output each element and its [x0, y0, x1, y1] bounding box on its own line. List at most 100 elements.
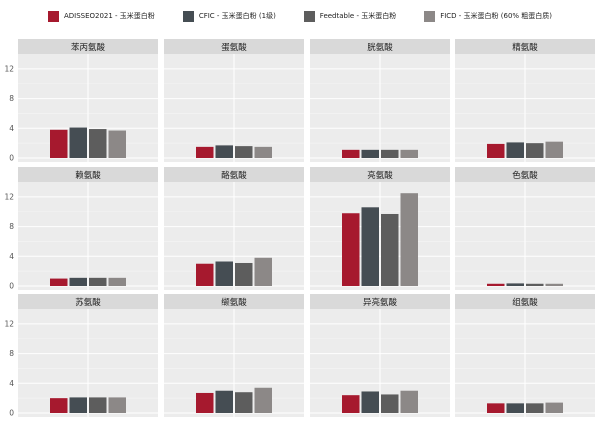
facet-strip — [164, 294, 304, 309]
facet-title: 缬氨酸 — [221, 297, 247, 308]
facet-panel: 苏氨酸 0 4 8 12 — [4, 294, 158, 418]
bar — [108, 277, 126, 286]
facet-strip — [455, 39, 595, 54]
bar — [50, 398, 68, 413]
facet-panel: 赖氨酸 0 4 8 12 — [4, 167, 158, 291]
facet-title: 组氨酸 — [512, 297, 538, 308]
bar — [196, 263, 214, 286]
legend-swatch — [303, 10, 315, 22]
bar — [69, 277, 87, 286]
bar — [69, 127, 87, 158]
bar — [69, 397, 87, 413]
bar — [400, 193, 418, 286]
y-tick-label: 8 — [9, 94, 14, 103]
bar — [487, 283, 505, 286]
y-tick-label: 0 — [9, 282, 14, 291]
bar — [196, 392, 214, 413]
facet-strip — [310, 294, 450, 309]
facet-panel: 酪氨酸 — [164, 167, 304, 290]
legend: ADISSEO2021 - 玉米蛋白粉 CFIC - 玉米蛋白粉 (1级) Feed… — [0, 0, 600, 32]
bar — [361, 207, 379, 286]
bar — [361, 391, 379, 413]
legend-swatch — [182, 10, 194, 22]
facet-strip — [455, 294, 595, 309]
legend-swatch — [424, 10, 436, 22]
bar — [506, 142, 524, 158]
bar — [545, 402, 563, 413]
bar — [254, 387, 272, 413]
facet-strip — [310, 39, 450, 54]
bar — [400, 149, 418, 158]
bar — [400, 390, 418, 413]
facet-strip — [455, 167, 595, 182]
bar — [381, 394, 399, 413]
bar — [215, 145, 233, 158]
bar — [526, 143, 544, 158]
bar — [545, 141, 563, 158]
bar — [487, 143, 505, 158]
facet-panel: 异亮氨酸 — [310, 294, 450, 417]
legend-label: ADISSEO2021 - 玉米蛋白粉 — [63, 12, 155, 20]
y-tick-label: 0 — [9, 409, 14, 418]
facet-title: 蛋氨酸 — [221, 42, 247, 53]
facet-title: 亮氨酸 — [367, 170, 393, 181]
facet-strip — [18, 167, 158, 182]
bar — [381, 213, 399, 286]
bar — [254, 146, 272, 158]
facet-panel: 蛋氨酸 — [164, 39, 304, 162]
y-tick-label: 12 — [4, 319, 14, 328]
y-tick-label: 8 — [9, 222, 14, 231]
facet-panel: 缬氨酸 — [164, 294, 304, 417]
bar — [235, 392, 253, 413]
facet-strip — [18, 294, 158, 309]
y-tick-label: 4 — [9, 252, 14, 261]
y-tick-label: 4 — [9, 124, 14, 133]
legend-label: Feedtable - 玉米蛋白粉 — [319, 12, 397, 20]
facet-panel: 苯丙氨酸 0 4 8 12 — [4, 39, 158, 163]
bar — [215, 261, 233, 286]
bar — [89, 277, 107, 286]
bar — [196, 146, 214, 158]
legend-item: CFIC - 玉米蛋白粉 (1级) — [182, 10, 276, 22]
facet-panel: 组氨酸 — [455, 294, 595, 417]
facet-title: 精氨酸 — [512, 42, 538, 53]
y-tick-label: 4 — [9, 379, 14, 388]
facet-title: 苏氨酸 — [75, 297, 101, 308]
facet-panel: 色氨酸 — [455, 167, 595, 290]
facet-title: 赖氨酸 — [75, 170, 101, 181]
y-tick-label: 8 — [9, 349, 14, 358]
facet-strip — [164, 39, 304, 54]
facet-title: 异亮氨酸 — [363, 297, 398, 308]
facet-panel: 亮氨酸 — [310, 167, 450, 290]
legend-item: FICD - 玉米蛋白粉 (60% 粗蛋白质) — [424, 10, 553, 22]
bar — [254, 257, 272, 286]
bar — [381, 149, 399, 158]
facet-title: 苯丙氨酸 — [71, 42, 106, 53]
facet-title: 酪氨酸 — [221, 170, 247, 181]
y-tick-label: 0 — [9, 154, 14, 163]
legend-item: Feedtable - 玉米蛋白粉 — [303, 10, 397, 22]
bar — [342, 149, 360, 158]
facet-title: 胱氨酸 — [367, 42, 393, 53]
bar — [526, 283, 544, 286]
bar — [526, 403, 544, 413]
y-tick-label: 12 — [4, 64, 14, 73]
bar — [342, 213, 360, 286]
bar — [506, 403, 524, 413]
y-tick-label: 12 — [4, 192, 14, 201]
bar — [50, 129, 68, 158]
bar — [235, 262, 253, 286]
legend-label: CFIC - 玉米蛋白粉 (1级) — [198, 12, 276, 20]
bar — [235, 146, 253, 158]
facet-strip — [310, 167, 450, 182]
legend-label: FICD - 玉米蛋白粉 (60% 粗蛋白质) — [440, 12, 553, 20]
bar — [361, 149, 379, 158]
bar — [50, 278, 68, 286]
bar — [506, 283, 524, 286]
legend-swatch — [47, 10, 59, 22]
bar — [108, 397, 126, 413]
facet-panel: 精氨酸 — [455, 39, 595, 162]
bar — [215, 390, 233, 413]
bar — [108, 130, 126, 158]
